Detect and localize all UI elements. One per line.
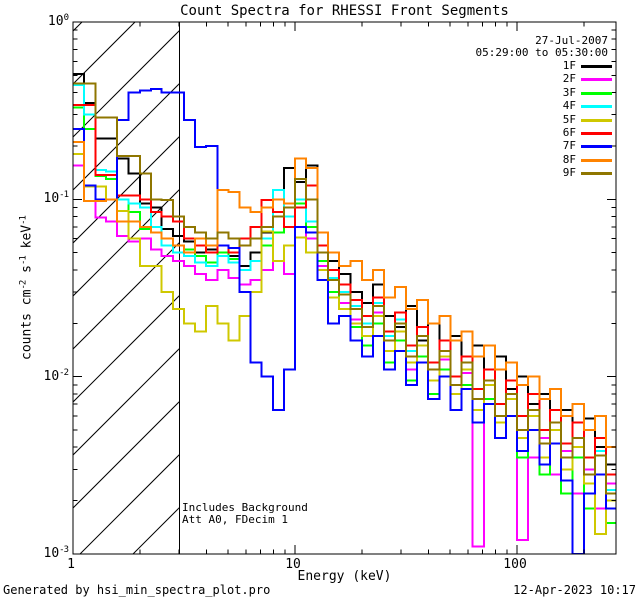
y-axis-title-exponent: -1 xyxy=(18,256,29,266)
spectrum-curve-2F xyxy=(73,164,616,548)
x-tick-label-100: 100 xyxy=(503,557,527,572)
legend-swatch-4F xyxy=(581,105,612,109)
annotation-attenuator: Att A0, FDecim 1 xyxy=(182,513,288,526)
legend-swatch-7F xyxy=(581,145,612,149)
y-axis-title-exponent: -1 xyxy=(18,216,29,225)
legend-swatch-5F xyxy=(581,118,612,122)
legend-swatch-6F xyxy=(581,132,612,135)
x-tick-label-10: 10 xyxy=(285,557,301,572)
legend-label-3F: 3F xyxy=(562,85,576,99)
legend-label-2F: 2F xyxy=(562,72,576,86)
legend-swatch-1F xyxy=(581,65,612,68)
legend-swatch-3F xyxy=(581,91,612,95)
legend-label-7F: 7F xyxy=(562,139,576,153)
legend-swatch-9F xyxy=(581,172,612,176)
hatched-region xyxy=(73,22,180,554)
y-tick-label-10e0: 100 xyxy=(47,13,69,29)
x-axis-title: Energy (keV) xyxy=(297,569,392,584)
y-tick-label-10e-2: 10-2 xyxy=(43,367,69,384)
y-axis-title-text: keV xyxy=(19,224,35,257)
x-tick-label-1: 1 xyxy=(67,557,75,572)
legend-label-8F: 8F xyxy=(562,152,576,166)
legend-label-9F: 9F xyxy=(562,166,576,180)
spectrum-curve-5F xyxy=(73,153,616,535)
spectra-curves xyxy=(73,72,616,554)
y-tick-label-10e-1: 10-1 xyxy=(43,190,69,207)
spectrum-curve-8F xyxy=(73,141,616,449)
y-tick-label-10e-3: 10-3 xyxy=(43,545,69,561)
observation-date: 27-Jul-2007 xyxy=(535,34,608,47)
y-axis-title-text: counts cm xyxy=(19,289,35,360)
page-title: Count Spectra for RHESSI Front Segments xyxy=(180,3,509,19)
spectrum-curve-7F xyxy=(73,87,616,554)
legend-label-5F: 5F xyxy=(562,112,576,126)
footer-generator: Generated by hsi_min_spectra_plot.pro xyxy=(3,583,271,597)
y-axis-title-text: s xyxy=(19,265,35,281)
legend-label-1F: 1F xyxy=(562,59,576,72)
y-axis-title-exponent: -2 xyxy=(18,280,29,290)
y-axis-title: counts cm-2 s-1 keV-1 xyxy=(18,216,35,360)
legend-label-4F: 4F xyxy=(562,99,576,113)
legend-label-6F: 6F xyxy=(562,126,576,139)
annotation-background: Includes Background xyxy=(182,501,308,514)
legend-swatch-2F xyxy=(581,78,612,82)
spectrum-curve-9F xyxy=(73,82,616,495)
footer-datetime: 12-Apr-2023 10:17 xyxy=(513,583,636,597)
legend-swatch-8F xyxy=(581,158,612,162)
observation-time-range: 05:29:00 to 05:30:00 xyxy=(475,46,608,59)
axes xyxy=(72,21,617,555)
